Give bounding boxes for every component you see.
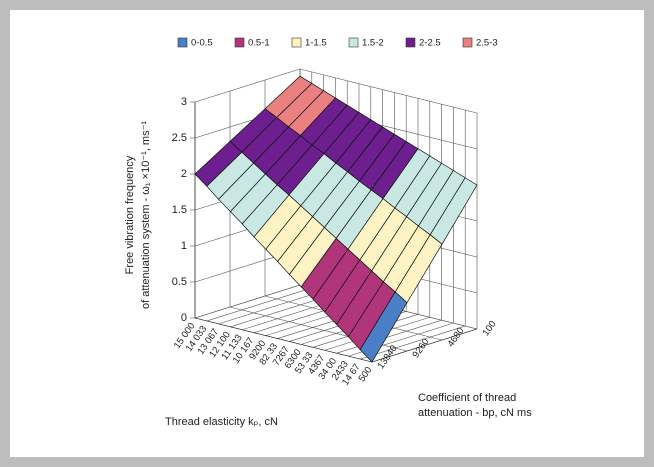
grid-line	[218, 290, 324, 325]
z-tick-label: 0	[181, 312, 187, 324]
surface-patch	[359, 291, 408, 363]
legend-swatch	[462, 37, 473, 48]
legend-label: 2.5-3	[476, 38, 498, 49]
axis-line	[371, 328, 478, 363]
legend-swatch	[291, 37, 302, 48]
z-tick-label: 2.5	[172, 132, 187, 144]
z-tick-label: 3	[181, 96, 187, 108]
legend-swatch	[405, 37, 416, 48]
grid-line	[336, 319, 442, 354]
z-axis-title: Free vibration frequency	[124, 155, 136, 274]
z-axis-title: of attenuation system - ω₁ ×10⁻¹, ms⁻¹	[140, 121, 152, 309]
legend-swatch	[348, 37, 359, 48]
legend-label: 0-0.5	[191, 38, 213, 49]
grid-line	[194, 284, 301, 319]
grid-line	[194, 68, 301, 103]
z-tick-label: 0.5	[172, 276, 187, 288]
grid-line	[299, 68, 478, 114]
z-tick-label: 1	[181, 240, 187, 252]
x-axis-title: Thread elasticity kₚ, cN	[165, 416, 278, 428]
z-tick-label: 1.5	[172, 204, 187, 216]
legend-swatch	[234, 37, 245, 48]
legend-label: 1-1.5	[305, 38, 327, 49]
legend-swatch	[177, 37, 188, 48]
y-axis-title: attenuation - bp, cN ms	[418, 407, 532, 419]
axis-line	[194, 317, 373, 363]
legend-label: 2-2.5	[419, 38, 441, 49]
z-tick-label: 2	[181, 168, 187, 180]
grid-line	[360, 325, 466, 360]
y-axis-title: Coefficient of thread	[418, 392, 516, 404]
grid-line	[206, 287, 312, 322]
legend-label: 0.5-1	[248, 38, 270, 49]
legend-label: 1.5-2	[362, 38, 384, 49]
